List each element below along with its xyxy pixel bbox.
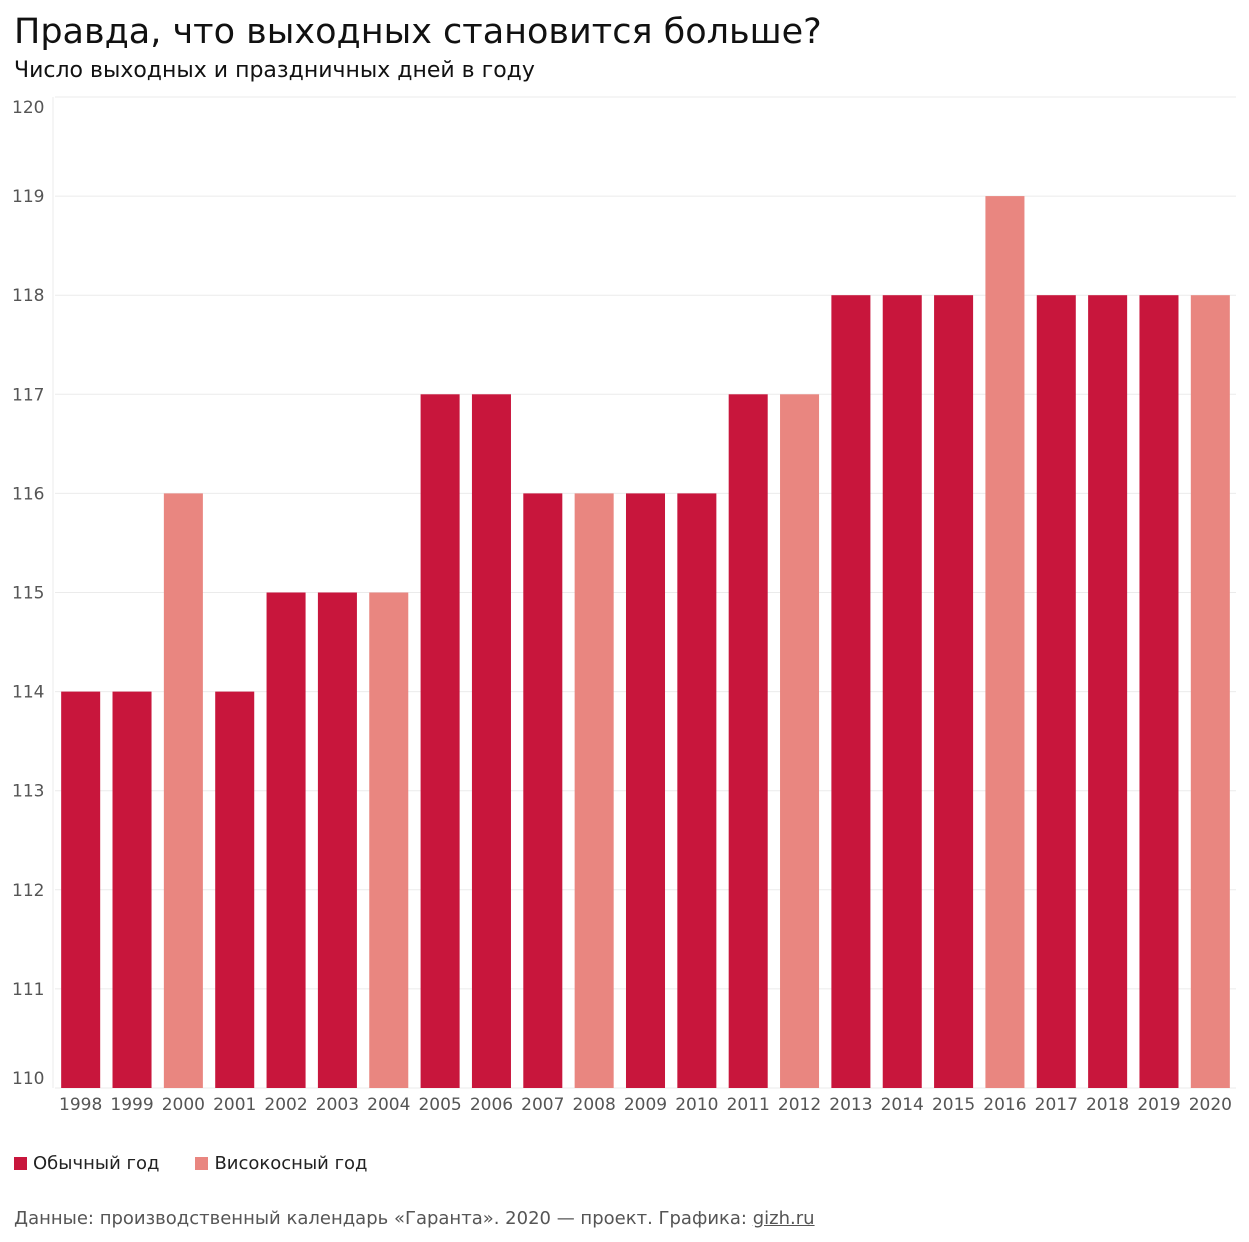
legend-label-leap: Високосный год [214,1153,368,1174]
legend: Обычный год Високосный год [14,1153,404,1174]
y-tick-label-118: 118 [12,286,44,306]
bar-1998 [61,691,101,1088]
legend-label-regular: Обычный год [33,1153,160,1174]
bar-2006 [471,394,511,1088]
x-tick-label-2007: 2007 [521,1095,564,1115]
x-tick-label-2010: 2010 [675,1095,718,1115]
x-tick-label-2016: 2016 [983,1095,1026,1115]
y-tick-label-119: 119 [12,187,44,207]
bar-2013 [831,295,871,1088]
y-tick-label-120: 120 [12,98,44,118]
bar-2020 [1190,295,1230,1088]
bar-2005 [420,394,460,1088]
bar-2007 [523,493,563,1088]
bar-2017 [1036,295,1076,1088]
y-tick-label-117: 117 [12,385,44,405]
x-tick-label-2006: 2006 [470,1095,513,1115]
x-tick-label-1998: 1998 [59,1095,102,1115]
source-link[interactable]: gizh.ru [752,1208,815,1229]
x-tick-label-2000: 2000 [162,1095,205,1115]
legend-item-leap: Високосный год [195,1153,368,1174]
y-tick-label-114: 114 [12,683,44,703]
bar-2008 [574,493,614,1088]
x-tick-label-2011: 2011 [727,1095,770,1115]
bar-2011 [728,394,768,1088]
bar-2003 [317,592,357,1088]
bar-2014 [882,295,922,1088]
bar-2010 [677,493,717,1088]
legend-swatch-leap [195,1157,209,1170]
x-tick-label-2020: 2020 [1189,1095,1232,1115]
bar-2009 [625,493,666,1088]
y-axis-ticks: 110 111 112 113 114 115 116 117 118 119 120 [12,98,44,1089]
x-tick-label-2002: 2002 [264,1095,307,1115]
x-axis-ticks: 1998 1999 2000 2001 2002 2003 2004 2005 2006 2007… [59,1095,1232,1115]
x-tick-label-2001: 2001 [213,1095,256,1115]
x-tick-label-2009: 2009 [624,1095,667,1115]
bar-2018 [1088,295,1128,1088]
bars [61,196,1230,1089]
bar-2016 [985,196,1025,1089]
x-tick-label-2004: 2004 [367,1095,410,1115]
chart-title: Правда, что выходных становится больше? [14,12,822,52]
source-note: Данные: производственный календарь «Гара… [14,1208,815,1229]
bar-2012 [780,394,820,1088]
source-text: Данные: производственный календарь «Гара… [14,1208,753,1229]
bar-2015 [934,295,974,1088]
bar-1999 [112,691,152,1088]
chart-subtitle: Число выходных и праздничных дней в году [14,58,535,83]
x-tick-label-2017: 2017 [1035,1095,1078,1115]
x-tick-label-2013: 2013 [829,1095,872,1115]
y-tick-label-112: 112 [12,881,44,901]
x-tick-label-2008: 2008 [573,1095,616,1115]
bar-2004 [369,592,409,1088]
legend-swatch-regular [14,1157,27,1170]
x-tick-label-2019: 2019 [1137,1095,1180,1115]
y-tick-label-110: 110 [12,1069,44,1089]
bar-2002 [266,592,306,1088]
x-tick-label-2014: 2014 [881,1095,924,1115]
bar-2019 [1139,295,1179,1088]
legend-item-regular: Обычный год [14,1153,159,1174]
y-tick-label-116: 116 [12,484,44,504]
x-tick-label-2005: 2005 [418,1095,461,1115]
bar-2001 [215,691,255,1088]
x-tick-label-2018: 2018 [1086,1095,1129,1115]
x-tick-label-2003: 2003 [316,1095,359,1115]
bar-2000 [163,493,203,1088]
x-tick-label-1999: 1999 [110,1095,153,1115]
x-tick-label-2015: 2015 [932,1095,975,1115]
y-tick-label-113: 113 [12,782,44,802]
y-tick-label-111: 111 [12,980,44,1000]
x-tick-label-2012: 2012 [778,1095,821,1115]
y-tick-label-115: 115 [12,584,44,604]
